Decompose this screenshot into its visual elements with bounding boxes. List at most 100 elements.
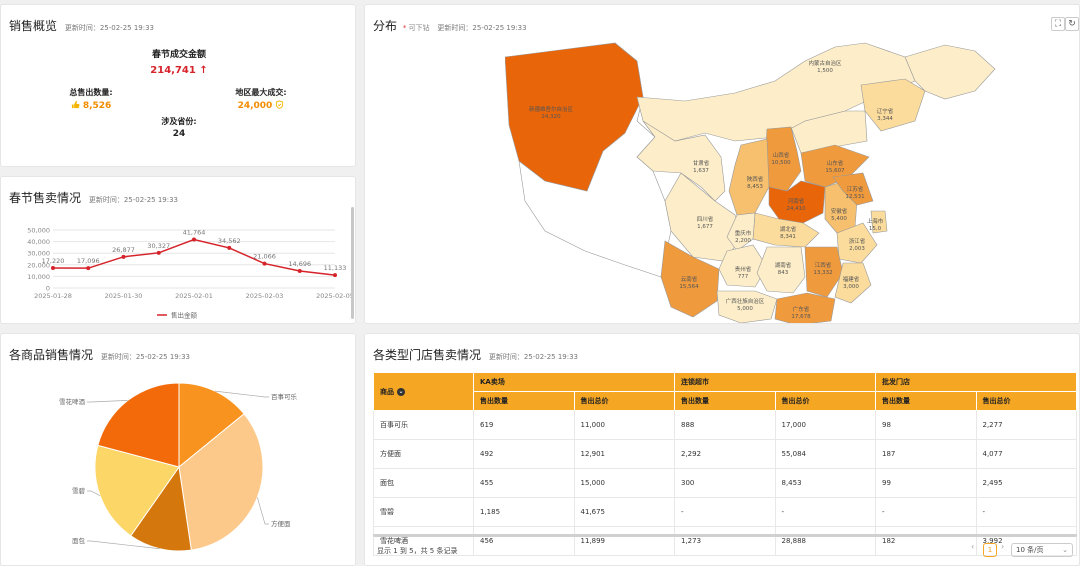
table-row[interactable]: 面包 455 15,000 300 8,453 99 2,495: [373, 468, 1077, 498]
table-cell: 2,277: [975, 410, 1077, 440]
province-region[interactable]: [756, 246, 806, 294]
province-region[interactable]: [716, 290, 778, 323]
slice-leader-line: [214, 390, 269, 398]
table-cell: 11,000: [573, 410, 675, 440]
fullscreen-icon[interactable]: ⛶: [1051, 17, 1065, 31]
table-cell: 15,000: [573, 468, 675, 498]
data-label: 34,562: [218, 237, 241, 245]
max-region-label: 地区最大成交:: [235, 88, 287, 97]
province-name-label: 广西壮族自治区: [726, 297, 765, 305]
data-point[interactable]: [227, 245, 232, 250]
table-cell: 99: [875, 468, 977, 498]
map-title-row: 分布 * 可下钻 更新时间：25-02-25 19:33: [373, 17, 527, 34]
table-row[interactable]: 方便面 492 12,901 2,292 55,084 187 4,077: [373, 439, 1077, 469]
line-title: 春节售卖情况: [9, 191, 82, 205]
page-number-button[interactable]: 1: [983, 543, 997, 557]
province-value-label: 5,000: [737, 306, 753, 312]
table-update-time: 更新时间：25-02-25 19:33: [488, 353, 579, 361]
province-region[interactable]: [768, 180, 826, 224]
group-header: KA卖场: [473, 372, 675, 392]
data-point[interactable]: [86, 266, 91, 271]
sales-overview-card: 销售概览 更新时间：25-02-25 19:33 春节成交金额 214,741 …: [0, 4, 356, 167]
province-region[interactable]: [860, 78, 926, 132]
line-chart: 0 10,000 20,000 30,000 40,000 50,000 2025-01-2…: [27, 227, 353, 320]
data-point[interactable]: [51, 266, 55, 271]
table-title: 各类型门店售卖情况: [373, 348, 482, 362]
province-region[interactable]: [660, 240, 720, 318]
province-value-label: 17,678: [791, 314, 811, 320]
legend[interactable]: 售出金额: [157, 311, 198, 320]
province-region[interactable]: [774, 292, 836, 324]
line-scrollbar[interactable]: [351, 207, 354, 319]
product-name-cell: 方便面: [373, 439, 474, 469]
pie-slice[interactable]: [130, 465, 192, 552]
table-row[interactable]: 百事可乐 619 11,000 888 17,000 98 2,277: [373, 410, 1077, 440]
overview-title-row: 销售概览 更新时间：25-02-25 19:33: [9, 17, 154, 34]
table-cell: 182: [875, 526, 977, 556]
province-name-label: 内蒙古自治区: [808, 59, 842, 67]
slice-leader-line: [87, 540, 160, 550]
chevron-down-icon: ⌄: [1062, 546, 1068, 554]
pie-slice[interactable]: [97, 382, 180, 468]
north-region[interactable]: [790, 110, 868, 154]
province-name-label: 广东省: [793, 305, 810, 313]
data-point[interactable]: [192, 237, 196, 242]
x-tick-label: 2025-02-03: [246, 292, 284, 300]
next-page-icon[interactable]: ›: [1001, 542, 1005, 551]
prev-page-icon[interactable]: ‹: [971, 542, 975, 551]
table-cell: 619: [473, 410, 575, 440]
data-label: 17,220: [42, 257, 65, 265]
slice-label: 雪碧: [72, 486, 86, 495]
page-size-select[interactable]: 10 条/页 ⌄: [1011, 543, 1073, 557]
pie-slice[interactable]: [178, 413, 264, 551]
province-name-label: 湖北省: [780, 225, 797, 233]
province-region[interactable]: [726, 212, 756, 252]
chevron-down-icon[interactable]: ⌄: [397, 387, 405, 396]
y-tick-label: 40,000: [27, 238, 50, 246]
province-name-label: 云南省: [681, 275, 698, 283]
pagination-summary: 显示 1 到 5，共 5 条记录: [377, 547, 458, 555]
refresh-icon[interactable]: ↻: [1065, 17, 1079, 31]
data-point[interactable]: [262, 261, 267, 266]
data-label: 41,764: [183, 229, 206, 237]
province-region[interactable]: [752, 212, 820, 248]
province-region[interactable]: [870, 210, 888, 234]
slice-label: 百事可乐: [271, 392, 298, 401]
x-tick-label: 2025-02-05: [316, 292, 353, 300]
province-value-label: 3,000: [843, 284, 859, 290]
slice-leader-line: [87, 490, 101, 497]
province-value-label: 3,344: [877, 116, 893, 122]
province-value-label: 5,400: [831, 216, 847, 222]
slice-label: 面包: [72, 536, 86, 545]
province-region[interactable]: [832, 172, 874, 206]
sub-header: 售出数量: [473, 391, 575, 411]
northeast-region[interactable]: [904, 44, 996, 100]
province-region[interactable]: [636, 120, 726, 202]
data-point[interactable]: [156, 250, 161, 255]
product-column-header[interactable]: 商品 ⌄: [373, 372, 474, 411]
pie-update-time: 更新时间：25-02-25 19:33: [100, 353, 191, 361]
line-title-row: 春节售卖情况 更新时间：25-02-25 19:33: [9, 189, 178, 206]
data-label: 17,096: [77, 257, 100, 265]
province-region[interactable]: [804, 246, 844, 298]
data-point[interactable]: [333, 273, 337, 278]
table-row[interactable]: 雪花啤酒 456 11,899 1,273 28,888 182 3,992: [373, 526, 1077, 556]
data-point[interactable]: [121, 254, 126, 259]
sub-header: 售出总价: [975, 391, 1077, 411]
sub-header: 售出总价: [774, 391, 876, 411]
province-name-label: 四川省: [697, 215, 714, 223]
table-cell: 8,453: [774, 468, 876, 498]
province-region[interactable]: [834, 262, 872, 304]
province-name-label: 江西省: [815, 261, 832, 269]
table-row[interactable]: 雪碧 1,185 41,675- - - -: [373, 497, 1077, 527]
table-horizontal-scrollbar[interactable]: [373, 534, 1077, 537]
province-name-label: 新疆维吾尔自治区: [529, 105, 574, 113]
data-point[interactable]: [297, 268, 302, 273]
store-sales-card: 各类型门店售卖情况 更新时间：25-02-25 19:33 商品 ⌄ KA卖场 连…: [364, 333, 1080, 566]
table-title-row: 各类型门店售卖情况 更新时间：25-02-25 19:33: [373, 346, 578, 363]
province-region[interactable]: [505, 42, 644, 192]
product-name-cell: 面包: [373, 468, 474, 498]
group-header: 连锁超市: [674, 372, 876, 392]
